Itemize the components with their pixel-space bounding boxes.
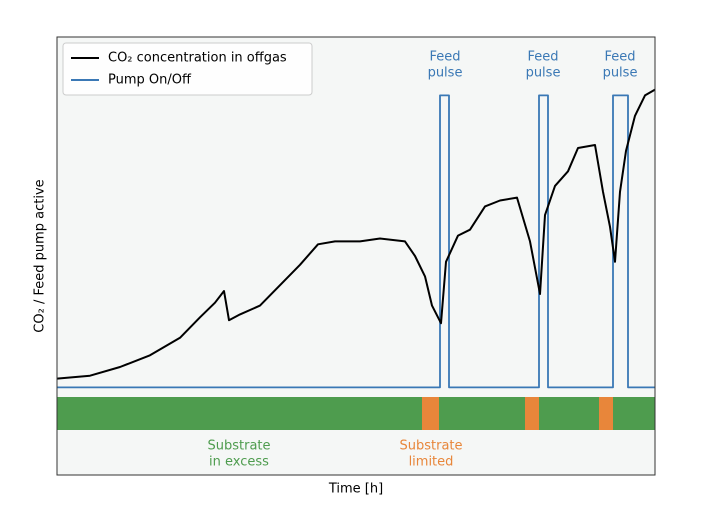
annotation: Substrate (207, 439, 270, 454)
plot-frame (56, 36, 656, 476)
phase-segment (613, 397, 655, 430)
legend-label: Pump On/Off (108, 73, 192, 88)
annotation: Substrate (399, 439, 462, 454)
series-line (56, 88, 656, 380)
phase-segment (525, 397, 539, 430)
legend-box (62, 42, 313, 96)
phase-segment (422, 397, 439, 430)
phase-segment (439, 397, 525, 430)
annotation: Feed (527, 50, 558, 65)
phase-segment (539, 397, 599, 430)
annotation: Feed (604, 50, 635, 65)
x-axis-label: Time [h] (328, 482, 383, 497)
y-axis-label: CO₂ / Feed pump active (33, 179, 48, 332)
annotation: limited (409, 455, 454, 470)
annotation: in excess (209, 455, 269, 470)
phase-segment (57, 397, 422, 430)
annotation: pulse (428, 66, 463, 81)
annotation: pulse (526, 66, 561, 81)
legend-label: CO₂ concentration in offgas (108, 51, 287, 66)
annotation: pulse (603, 66, 638, 81)
phase-segment (599, 397, 613, 430)
series-line (57, 94, 655, 389)
annotation: Feed (429, 50, 460, 65)
legend: CO₂ concentration in offgas Pump On/Off (62, 42, 313, 96)
